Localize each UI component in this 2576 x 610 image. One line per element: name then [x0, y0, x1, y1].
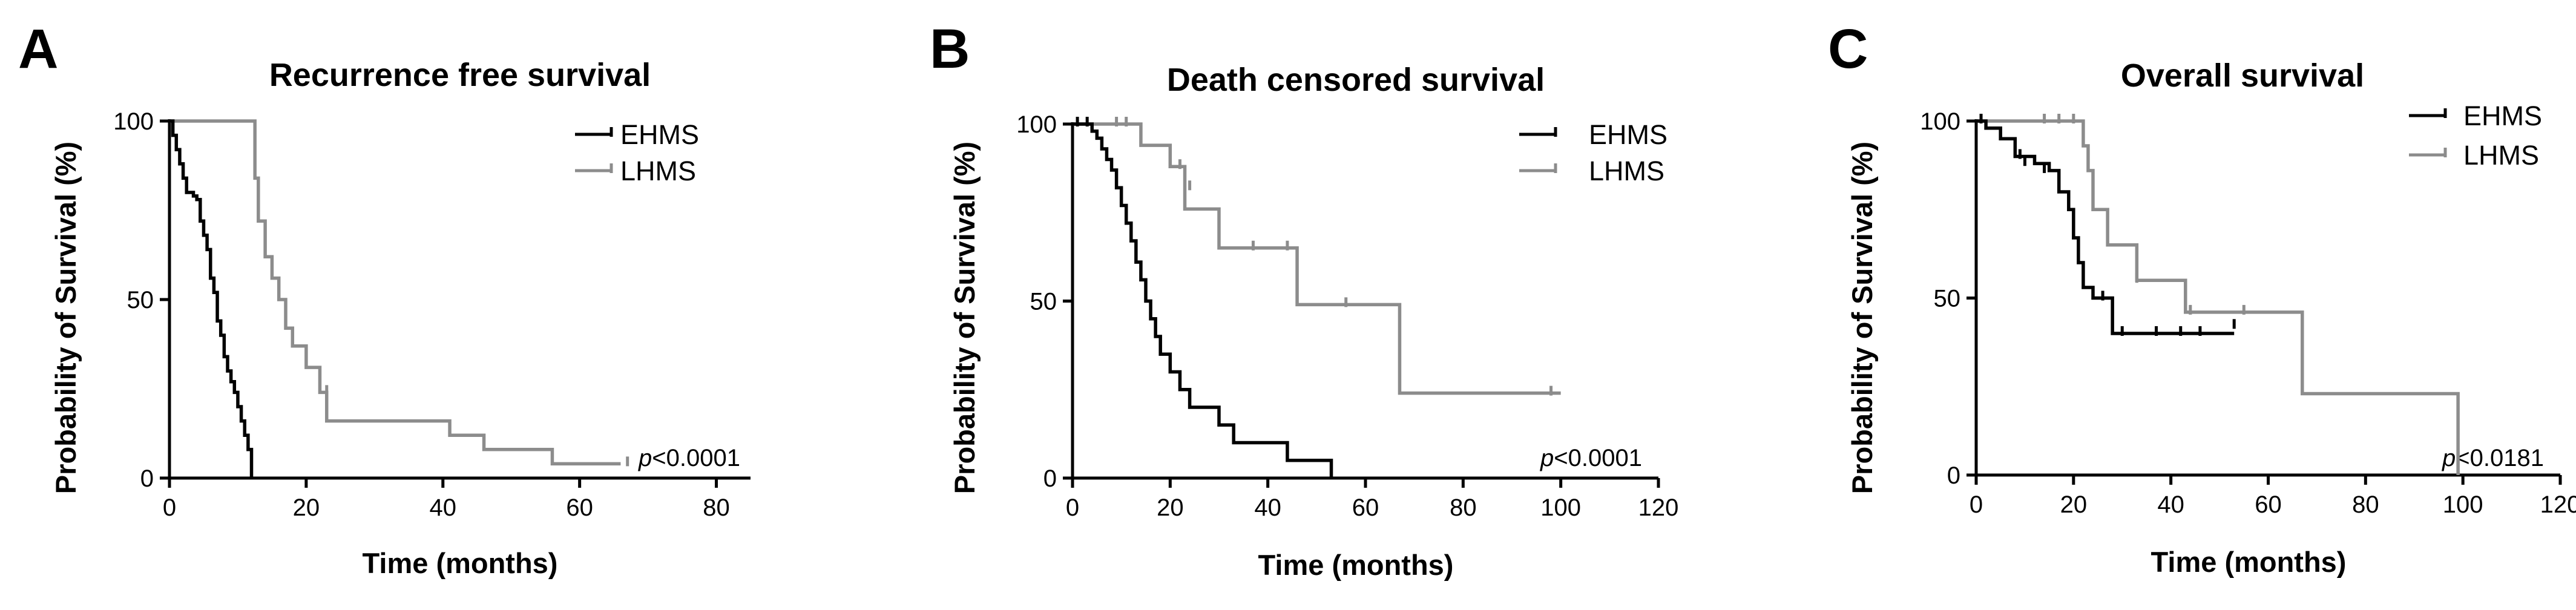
y-tick-label: 50 — [127, 287, 154, 313]
y-tick-label: 50 — [1030, 289, 1057, 315]
x-tick-label: 120 — [2540, 491, 2576, 518]
survival-curve — [1976, 119, 2235, 335]
x-tick-label: 80 — [703, 494, 730, 521]
legend-label: EHMS — [1589, 119, 1668, 150]
survival-curve — [169, 119, 254, 478]
y-tick-label: 0 — [1043, 465, 1057, 492]
legend-item-ehms: EHMS — [1519, 119, 1668, 150]
x-tick-label: 60 — [2255, 491, 2282, 518]
survival-curve — [1073, 122, 1333, 478]
x-tick-label: 100 — [2443, 491, 2483, 518]
survival-curve — [1976, 119, 2460, 475]
panel-letter: B — [930, 18, 970, 80]
x-tick-label: 60 — [1352, 494, 1379, 521]
y-tick-label: 0 — [140, 465, 154, 492]
y-axis-title: Probability of Survival (%) — [1846, 142, 1878, 494]
panel-letter: A — [18, 18, 58, 80]
chart-title: Recurrence free survival — [269, 57, 651, 93]
x-tick-label: 0 — [163, 494, 176, 521]
p-prefix: p — [2442, 445, 2456, 471]
p-value: <0.0001 — [652, 445, 740, 471]
x-tick-label: 40 — [2157, 491, 2184, 518]
legend: EHMS LHMS — [575, 119, 699, 186]
legend-label: LHMS — [2463, 140, 2539, 171]
survival-curve — [169, 119, 621, 466]
legend-item-lhms: LHMS — [1519, 156, 1664, 186]
legend: EHMS LHMS — [2409, 100, 2542, 171]
panel-c: C Overall survival Probability of Surviv… — [1828, 18, 2576, 578]
p-value-label: p<0.0181 — [2442, 445, 2544, 471]
p-value: <0.0001 — [1554, 445, 1642, 471]
legend-item-lhms: LHMS — [2409, 140, 2539, 171]
legend-item-ehms: EHMS — [2409, 100, 2542, 131]
panel-b: B Death censored survival Probability of… — [930, 18, 1678, 581]
y-tick-label: 100 — [1920, 108, 1960, 135]
y-tick-label: 100 — [1016, 111, 1057, 138]
panel-a: A Recurrence free survival Probability o… — [18, 18, 751, 579]
p-value: <0.0181 — [2456, 445, 2544, 471]
y-tick-label: 50 — [1934, 286, 1961, 312]
x-tick-label: 40 — [1254, 494, 1281, 521]
survival-curve — [1073, 122, 1561, 395]
chart-title: Overall survival — [2121, 57, 2364, 94]
series-lhms — [1073, 117, 1561, 396]
series-ehms — [169, 119, 254, 478]
x-tick-label: 100 — [1540, 494, 1581, 521]
legend-label: EHMS — [620, 119, 699, 150]
x-tick-label: 60 — [566, 494, 593, 521]
x-tick-label: 0 — [1970, 491, 1983, 518]
legend-label: EHMS — [2463, 100, 2542, 131]
x-tick-label: 40 — [430, 494, 457, 521]
series-ehms — [1073, 117, 1333, 478]
y-tick-label: 0 — [1947, 462, 1960, 489]
y-tick-label: 100 — [113, 108, 154, 135]
x-axis-title: Time (months) — [363, 547, 558, 579]
legend-label: LHMS — [1589, 156, 1664, 186]
x-axis-title: Time (months) — [2151, 546, 2347, 578]
x-tick-label: 20 — [1157, 494, 1184, 521]
p-value-label: p<0.0001 — [1540, 445, 1642, 471]
y-axis-title: Probability of Survival (%) — [948, 142, 981, 494]
y-axis-title: Probability of Survival (%) — [50, 142, 82, 494]
x-tick-label: 0 — [1066, 494, 1079, 521]
x-tick-label: 20 — [2060, 491, 2088, 518]
legend: EHMS LHMS — [1519, 119, 1668, 186]
chart-title: Death censored survival — [1167, 62, 1545, 98]
legend-label: LHMS — [620, 156, 696, 186]
x-tick-label: 80 — [1450, 494, 1477, 521]
series-lhms — [169, 119, 629, 467]
axes: 0 50 100 0 20 40 60 80 100 120 — [1920, 108, 2576, 518]
axes: 0 50 100 0 20 40 60 80 100 120 — [1016, 111, 1678, 521]
p-prefix: p — [638, 445, 652, 471]
axes: 0 50 100 0 20 40 60 80 — [113, 108, 751, 521]
series-lhms — [1976, 114, 2460, 475]
x-axis-title: Time (months) — [1258, 549, 1454, 581]
legend-item-lhms: LHMS — [575, 156, 696, 186]
x-tick-label: 80 — [2352, 491, 2379, 518]
series-ehms — [1976, 114, 2236, 336]
p-value-label: p<0.0001 — [638, 445, 740, 471]
x-tick-label: 20 — [293, 494, 320, 521]
legend-item-ehms: EHMS — [575, 119, 699, 150]
x-tick-label: 120 — [1638, 494, 1679, 521]
p-prefix: p — [1540, 445, 1554, 471]
panel-letter: C — [1828, 18, 1868, 80]
